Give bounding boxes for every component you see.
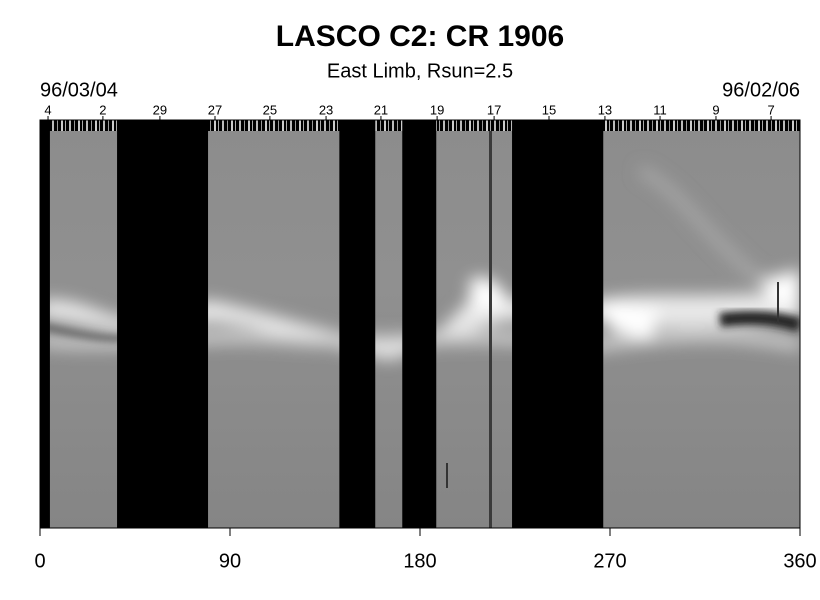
end-date: 96/02/06 [722,79,800,101]
top-tick-label: 17 [487,102,501,117]
top-tick-label: 4 [44,102,51,117]
data-gap [402,120,437,528]
data-gap [40,120,50,528]
x-tick-label: 0 [34,550,45,572]
x-tick-label: 270 [593,550,626,572]
artifact-line [489,131,492,528]
data-gap [339,120,376,528]
x-tick-label: 360 [783,550,816,572]
chart-subtitle: East Limb, Rsun=2.5 [327,60,513,82]
top-tick-label: 19 [430,102,444,117]
gaps [40,120,604,528]
top-tick-label: 13 [598,102,612,117]
top-tick-label: 27 [208,102,222,117]
data-gap [117,120,209,528]
artifact-line [777,282,779,322]
x-tick-label: 180 [403,550,436,572]
top-tick-label: 29 [153,102,167,117]
image [40,120,800,528]
top-tick-label: 2 [99,102,106,117]
start-date: 96/03/04 [40,79,118,101]
top-tick-label: 15 [542,102,556,117]
top-tick-label: 7 [767,102,774,117]
top-tick-label: 21 [374,102,388,117]
top-tick-label: 11 [653,102,667,117]
data-gap [512,120,604,528]
x-tick-label: 90 [219,550,241,572]
artifact-line [446,463,448,488]
top-tick-label: 9 [712,102,719,117]
top-tick-label: 25 [263,102,277,117]
chart-title: LASCO C2: CR 1906 [276,20,564,53]
top-tick-label: 23 [319,102,333,117]
